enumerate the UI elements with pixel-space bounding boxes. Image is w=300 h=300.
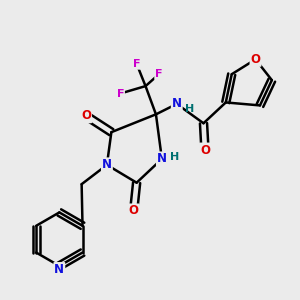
Text: O: O [250, 53, 260, 66]
Text: F: F [116, 88, 124, 98]
Text: F: F [133, 59, 140, 69]
Text: O: O [200, 143, 210, 157]
Text: N: N [172, 98, 182, 110]
Text: N: N [157, 152, 167, 165]
Text: H: H [170, 152, 179, 162]
Text: O: O [81, 109, 91, 122]
Text: N: N [102, 158, 112, 171]
Text: H: H [184, 104, 194, 114]
Text: O: O [129, 204, 139, 218]
Text: F: F [155, 69, 163, 79]
Text: N: N [54, 263, 64, 276]
